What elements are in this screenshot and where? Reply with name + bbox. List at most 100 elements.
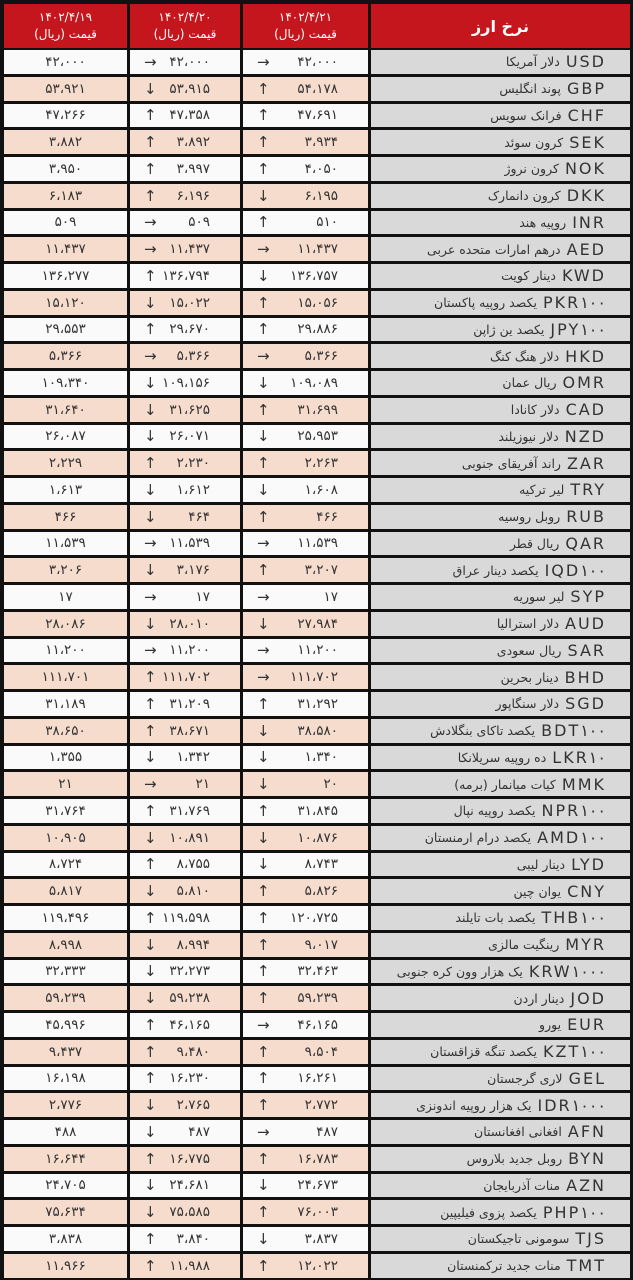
price-1402-4-21: ↓ ۱،۶۰۸ bbox=[243, 478, 368, 502]
price-1402-4-19: ۶،۱۸۳ bbox=[4, 183, 127, 208]
arrow-down-icon: ↓ bbox=[257, 1176, 270, 1195]
arrow-up-icon: ↑ bbox=[144, 1069, 157, 1088]
currency-name: کرون نروژ bbox=[504, 161, 559, 177]
price-value: ۲۴،۶۸۱ bbox=[169, 1177, 210, 1194]
arrow-down-icon: ↓ bbox=[257, 427, 270, 446]
price-1402-4-21: ↓ ۱۰۹،۰۸۹ bbox=[243, 371, 368, 395]
currency-name-cell: NOK کرون نروژ bbox=[371, 157, 630, 181]
currency-name: روبل جدید بلاروس bbox=[466, 1151, 563, 1167]
currency-code: NOK bbox=[564, 159, 606, 179]
currency-code: ZAR bbox=[566, 453, 606, 473]
price-value: ۱۱،۲۰۰ bbox=[297, 642, 338, 659]
currency-code: JPY۱۰۰ bbox=[550, 319, 606, 339]
price-value: ۴۸۷ bbox=[188, 1123, 210, 1140]
price-1402-4-19: ۳،۲۰۶ bbox=[4, 558, 127, 582]
arrow-right-icon: → bbox=[144, 775, 157, 794]
price-1402-4-21: → ۱۱،۴۳۷ bbox=[243, 237, 368, 261]
price-1402-4-19: ۱،۶۱۳ bbox=[4, 478, 127, 502]
arrow-down-icon: ↓ bbox=[144, 1096, 157, 1115]
currency-name: ریال قطر bbox=[509, 535, 560, 551]
currency-name: لیر سوریه bbox=[512, 589, 565, 605]
price-value: ۱۱۹،۴۹۶ bbox=[41, 909, 90, 926]
price-value: ۷۵،۶۳۴ bbox=[45, 1204, 86, 1221]
price-1402-4-19: ۴۸۸ bbox=[4, 1120, 127, 1144]
currency-name: دلار آمریکا bbox=[505, 54, 560, 70]
price-value: ۵۹،۲۳۹ bbox=[45, 990, 86, 1007]
currency-name: روپیه هند bbox=[519, 214, 567, 230]
currency-name-cell: IDR۱۰۰۰ یک هزار روپیه اندونزی bbox=[371, 1093, 630, 1117]
price-value: ۱۱،۲۰۰ bbox=[45, 642, 86, 659]
price-1402-4-19: ۳،۸۳۸ bbox=[4, 1227, 127, 1251]
price-value: ۹،۰۱۷ bbox=[304, 936, 338, 953]
arrow-up-icon: ↑ bbox=[257, 106, 270, 125]
currency-code: HKD bbox=[565, 346, 606, 366]
price-value: ۴۲،۰۰۰ bbox=[297, 53, 338, 70]
price-1402-4-21: ↓ ۲۷،۹۸۴ bbox=[243, 611, 368, 636]
price-1402-4-21: ↑ ۱۵،۰۵۶ bbox=[243, 290, 368, 315]
price-1402-4-20: → ۱۱،۵۳۹ bbox=[130, 531, 240, 556]
price-value: ۳۲،۲۷۳ bbox=[169, 963, 210, 980]
price-1402-4-20: ↓ ۵۳،۹۱۵ bbox=[130, 76, 240, 101]
price-1402-4-19: ۷۵،۶۳۴ bbox=[4, 1200, 127, 1224]
price-value: ۵،۳۶۶ bbox=[176, 348, 210, 365]
header-date-1402-4-21: ۱۴۰۲/۴/۲۱ قیمت (ریال) bbox=[243, 4, 368, 48]
currency-name: یکصد روپیه پاکستان bbox=[434, 295, 537, 311]
price-1402-4-20: ↓ ۳۲،۲۷۳ bbox=[130, 959, 240, 984]
header-date-1402-4-20: ۱۴۰۲/۴/۲۰ قیمت (ریال) bbox=[130, 4, 240, 48]
currency-name: کیات میانمار (برمه) bbox=[454, 776, 556, 792]
price-1402-4-19: ۸،۷۲۴ bbox=[4, 852, 127, 877]
currency-code: CNY bbox=[567, 881, 606, 901]
price-value: ۲۹،۸۸۶ bbox=[297, 321, 338, 338]
currency-code: GBP bbox=[566, 79, 606, 99]
currency-name-cell: LKR۱۰ ده روپیه سریلانکا bbox=[371, 745, 630, 770]
arrow-down-icon: ↓ bbox=[257, 828, 270, 847]
price-value: ۳۱،۷۶۹ bbox=[169, 802, 210, 819]
arrow-down-icon: ↓ bbox=[144, 79, 157, 98]
currency-name: یکصد تنگه قزاقستان bbox=[430, 1044, 537, 1060]
price-value: ۳۱،۶۹۹ bbox=[297, 401, 338, 418]
price-1402-4-20: ↑ ۲۹،۶۷۰ bbox=[130, 317, 240, 342]
arrow-up-icon: ↑ bbox=[257, 454, 270, 473]
price-value: ۱۲۰،۷۲۵ bbox=[290, 909, 338, 926]
currency-code: AUD bbox=[565, 614, 606, 634]
currency-name: یوان چین bbox=[513, 883, 562, 899]
price-value: ۳۲،۳۳۳ bbox=[45, 963, 86, 980]
arrow-up-icon: ↑ bbox=[144, 1015, 157, 1034]
price-1402-4-19: ۱۱،۵۳۹ bbox=[4, 531, 127, 556]
currency-name-cell: HKD دلار هنگ کنگ bbox=[371, 344, 630, 368]
arrow-up-icon: ↑ bbox=[257, 1149, 270, 1168]
price-value: ۴۶۶ bbox=[54, 508, 77, 525]
arrow-right-icon: → bbox=[144, 240, 157, 259]
currency-name-cell: ZAR راند آفریقای جنوبی bbox=[371, 451, 630, 475]
price-1402-4-21: ↑ ۱۲،۰۲۲ bbox=[243, 1253, 368, 1278]
price-1402-4-19: ۱۱،۲۰۰ bbox=[4, 638, 127, 663]
header-title: نرخ ارز bbox=[371, 4, 630, 48]
arrow-up-icon: ↑ bbox=[257, 320, 270, 339]
currency-name-cell: RUB روبل روسیه bbox=[371, 504, 630, 529]
price-1402-4-21: ↑ ۲،۷۷۲ bbox=[243, 1093, 368, 1117]
price-value: ۸،۹۹۸ bbox=[48, 936, 83, 953]
currency-name-cell: KRW۱۰۰۰ یک هزار وون کره جنوبی bbox=[371, 959, 630, 984]
price-value: ۱۰،۹۰۵ bbox=[45, 829, 86, 846]
arrow-down-icon: ↓ bbox=[144, 882, 157, 901]
price-1402-4-20: → ۵،۳۶۶ bbox=[130, 344, 240, 368]
price-1402-4-19: ۱۷ bbox=[4, 585, 127, 609]
price-value: ۲،۲۲۹ bbox=[48, 455, 83, 472]
price-value: ۱۱،۵۳۹ bbox=[297, 535, 338, 552]
price-value: ۳۱،۲۹۲ bbox=[297, 695, 338, 712]
price-value: ۱۱،۴۳۷ bbox=[169, 241, 210, 258]
price-value: ۳،۲۰۷ bbox=[304, 562, 338, 579]
currency-name-cell: QAR ریال قطر bbox=[371, 531, 630, 556]
price-1402-4-20: → ۵۰۹ bbox=[130, 210, 240, 235]
arrow-right-icon: → bbox=[257, 240, 270, 259]
arrow-up-icon: ↑ bbox=[144, 186, 157, 205]
currency-code: LKR۱۰ bbox=[552, 747, 606, 767]
price-value: ۳،۹۵۰ bbox=[48, 160, 83, 177]
currency-name-cell: TJS سومونی تاجیکستان bbox=[371, 1227, 630, 1251]
price-1402-4-20: ↓ ۸،۹۹۴ bbox=[130, 932, 240, 957]
currency-name: افغانی افغانستان bbox=[474, 1124, 562, 1140]
price-value: ۲،۲۶۳ bbox=[304, 455, 338, 472]
price-value: ۳۸،۶۵۰ bbox=[45, 722, 86, 739]
currency-name-cell: NPR۱۰۰ یکصد روپیه نپال bbox=[371, 799, 630, 823]
price-value: ۱۰،۸۹۱ bbox=[169, 829, 210, 846]
